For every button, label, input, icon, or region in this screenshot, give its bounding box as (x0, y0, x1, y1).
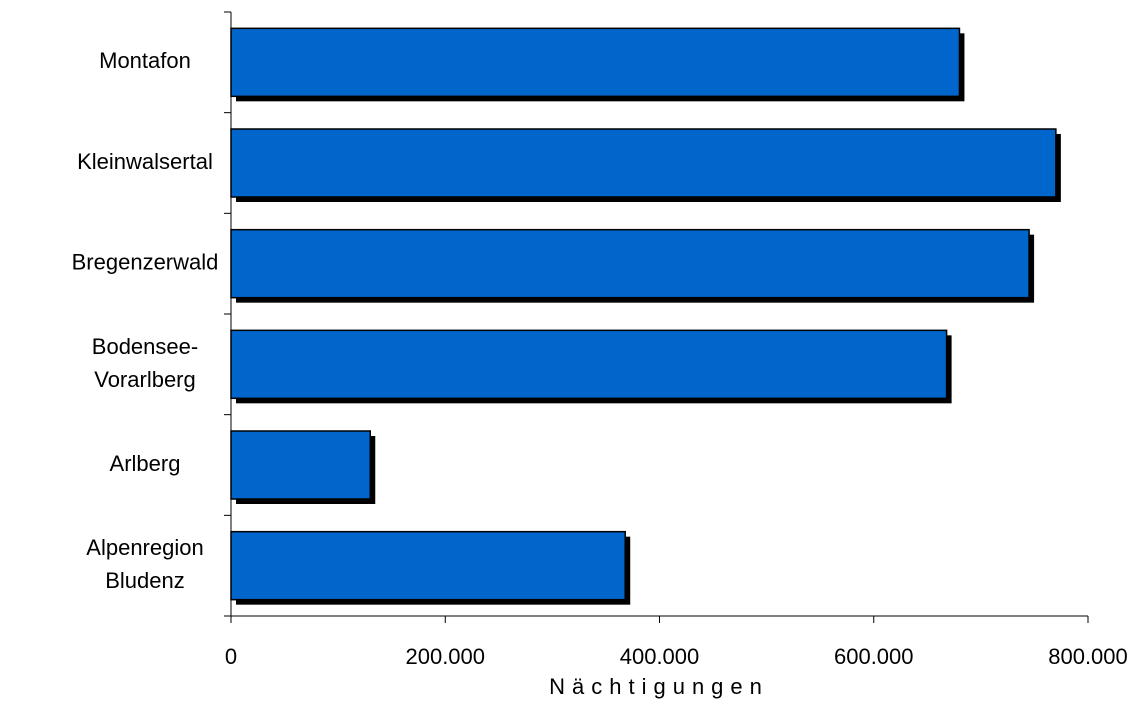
bar (230, 329, 948, 400)
bar (230, 128, 1057, 198)
x-tick-label: 600.000 (834, 644, 914, 669)
y-tick-label: Arlberg (110, 451, 181, 476)
x-tick-label: 800.000 (1048, 644, 1128, 669)
y-tick-label: Alpenregion Bludenz (86, 535, 203, 593)
y-tick-label: Bregenzerwald (72, 249, 219, 274)
y-tick-label: Bodensee-Vorarlberg (92, 334, 198, 392)
x-tick-label: 400.000 (620, 644, 700, 669)
bar (230, 430, 372, 500)
y-tick-label: Montafon (99, 48, 191, 73)
y-tick-label: Kleinwalsertal (77, 149, 213, 174)
bar (230, 27, 961, 98)
x-tick-label: 0 (225, 644, 237, 669)
bar (230, 530, 626, 601)
x-tick-label: 200.000 (405, 644, 485, 669)
x-axis-title: Nächtigungen (549, 674, 769, 699)
bar (230, 228, 1030, 299)
